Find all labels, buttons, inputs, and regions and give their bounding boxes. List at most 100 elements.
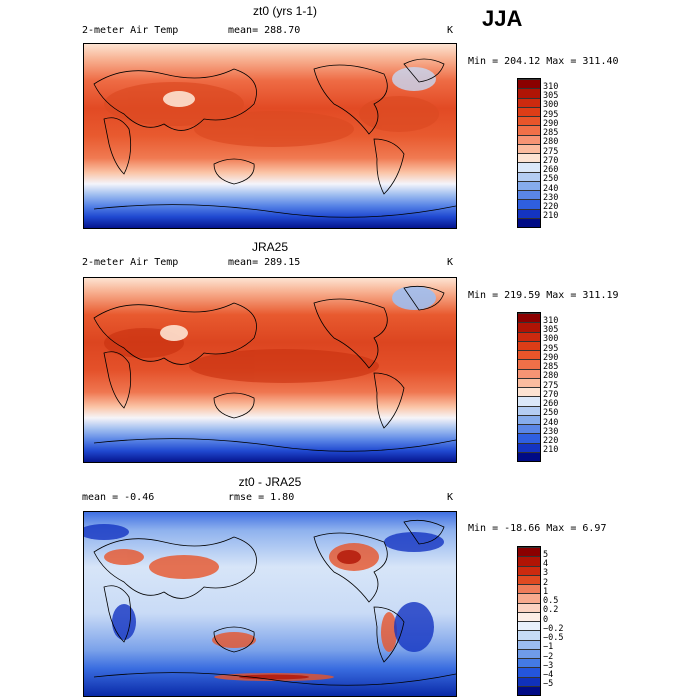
colorbar-tick-label: −2 <box>543 651 554 662</box>
colorbar-swatch <box>518 79 540 89</box>
panel-3-colorbar <box>517 546 541 696</box>
panel-2-title: JRA25 <box>251 240 289 254</box>
colorbar-tick-label: 295 <box>543 109 559 120</box>
colorbar-tick-label: 0 <box>543 614 549 625</box>
colorbar-tick-label: 240 <box>543 183 559 194</box>
colorbar-swatch <box>518 97 540 107</box>
colorbar-tick-label: 275 <box>543 380 559 391</box>
season-label: JJA <box>482 6 523 31</box>
colorbar-swatch <box>518 630 540 640</box>
colorbar-tick-label: 275 <box>543 146 559 157</box>
panel-3-mean-label: mean = -0.46 <box>82 492 155 503</box>
colorbar-swatch <box>518 442 540 452</box>
colorbar-swatch <box>518 667 540 677</box>
colorbar-swatch <box>518 593 540 603</box>
colorbar-swatch <box>518 547 540 557</box>
colorbar-swatch <box>518 396 540 406</box>
colorbar-swatch <box>518 322 540 332</box>
panel-3-map-graphic <box>84 512 456 696</box>
colorbar-tick-label: 2 <box>543 577 549 588</box>
colorbar-swatch <box>518 350 540 360</box>
colorbar-swatch <box>518 658 540 668</box>
colorbar-tick-label: 290 <box>543 118 559 129</box>
colorbar-tick-label: −0.2 <box>543 623 564 634</box>
panel-1-map <box>83 43 457 229</box>
colorbar-swatch <box>518 171 540 181</box>
colorbar-tick-label: 220 <box>543 436 559 446</box>
colorbar-swatch <box>518 556 540 566</box>
colorbar-tick-label: 285 <box>543 362 559 372</box>
panel-1-colorbar <box>517 78 541 228</box>
colorbar-tick-label: 5 <box>543 549 549 560</box>
panel-1-mean-label: mean= 288.70 <box>228 25 301 36</box>
colorbar-tick-label: 260 <box>543 399 559 409</box>
colorbar-swatch <box>518 116 540 126</box>
colorbar-tick-label: −4 <box>543 670 554 680</box>
colorbar-tick-label: 295 <box>543 343 559 354</box>
panel-2-map-graphic <box>84 278 456 462</box>
colorbar-swatch <box>518 359 540 369</box>
colorbar-swatch <box>518 106 540 116</box>
colorbar-tick-label: 305 <box>543 325 559 335</box>
colorbar-tick-label: 310 <box>543 81 559 92</box>
colorbar-swatch <box>518 208 540 218</box>
colorbar-tick-label: 280 <box>543 371 559 382</box>
panel-1-title: zt0 (yrs 1-1) <box>252 4 317 18</box>
colorbar-swatch <box>518 433 540 443</box>
colorbar-tick-label: 4 <box>543 559 549 569</box>
colorbar-tick-label: 270 <box>543 155 559 166</box>
colorbar-tick-label: 250 <box>543 408 559 419</box>
panel-1-min-max: Min = 204.12 Max = 311.40 <box>468 56 619 67</box>
colorbar-swatch <box>518 611 540 621</box>
panel-2-colorbar <box>517 312 541 462</box>
colorbar-swatch <box>518 639 540 649</box>
colorbar-swatch <box>518 451 540 461</box>
colorbar-swatch <box>518 387 540 397</box>
colorbar-swatch <box>518 331 540 341</box>
colorbar-tick-label: 285 <box>543 128 559 138</box>
colorbar-tick-label: 0.2 <box>543 605 559 616</box>
colorbar-swatch <box>518 340 540 350</box>
colorbar-swatch <box>518 602 540 612</box>
colorbar-tick-label: 210 <box>543 445 559 456</box>
panel-2-min-max: Min = 219.59 Max = 311.19 <box>468 290 619 301</box>
panel-3-min-max: Min = -18.66 Max = 6.97 <box>468 523 607 534</box>
colorbar-swatch <box>518 574 540 584</box>
colorbar-tick-label: 270 <box>543 389 559 400</box>
colorbar-swatch <box>518 199 540 209</box>
colorbar-tick-label: 300 <box>543 334 559 345</box>
panel-3-map <box>83 511 457 697</box>
colorbar-swatch <box>518 125 540 135</box>
panel-1-units: K <box>447 25 454 36</box>
colorbar-swatch <box>518 162 540 172</box>
panel-3-title: zt0 - JRA25 <box>238 475 302 489</box>
colorbar-swatch <box>518 584 540 594</box>
colorbar-swatch <box>518 313 540 323</box>
colorbar-tick-label: 250 <box>543 174 559 185</box>
colorbar-swatch <box>518 648 540 658</box>
colorbar-tick-label: 230 <box>543 192 559 203</box>
colorbar-tick-label: −5 <box>543 679 554 690</box>
colorbar-tick-label: 210 <box>543 211 559 222</box>
colorbar-tick-label: 300 <box>543 100 559 111</box>
colorbar-swatch <box>518 621 540 631</box>
colorbar-tick-label: 290 <box>543 352 559 363</box>
panel-2-units: K <box>447 257 454 268</box>
panel-2-variable-label: 2-meter Air Temp <box>82 257 179 268</box>
colorbar-tick-label: 230 <box>543 426 559 437</box>
colorbar-swatch <box>518 217 540 227</box>
colorbar-swatch <box>518 368 540 378</box>
colorbar-swatch <box>518 143 540 153</box>
colorbar-swatch <box>518 405 540 415</box>
colorbar-swatch <box>518 676 540 686</box>
colorbar-swatch <box>518 180 540 190</box>
colorbar-tick-label: 260 <box>543 165 559 175</box>
panel-2-mean-label: mean= 289.15 <box>228 257 301 268</box>
colorbar-swatch <box>518 134 540 144</box>
panel-2-map <box>83 277 457 463</box>
colorbar-swatch <box>518 424 540 434</box>
panel-3-units: K <box>447 492 454 503</box>
colorbar-tick-label: 1 <box>543 586 549 597</box>
colorbar-tick-label: 280 <box>543 137 559 148</box>
panel-1-map-graphic <box>84 44 456 228</box>
